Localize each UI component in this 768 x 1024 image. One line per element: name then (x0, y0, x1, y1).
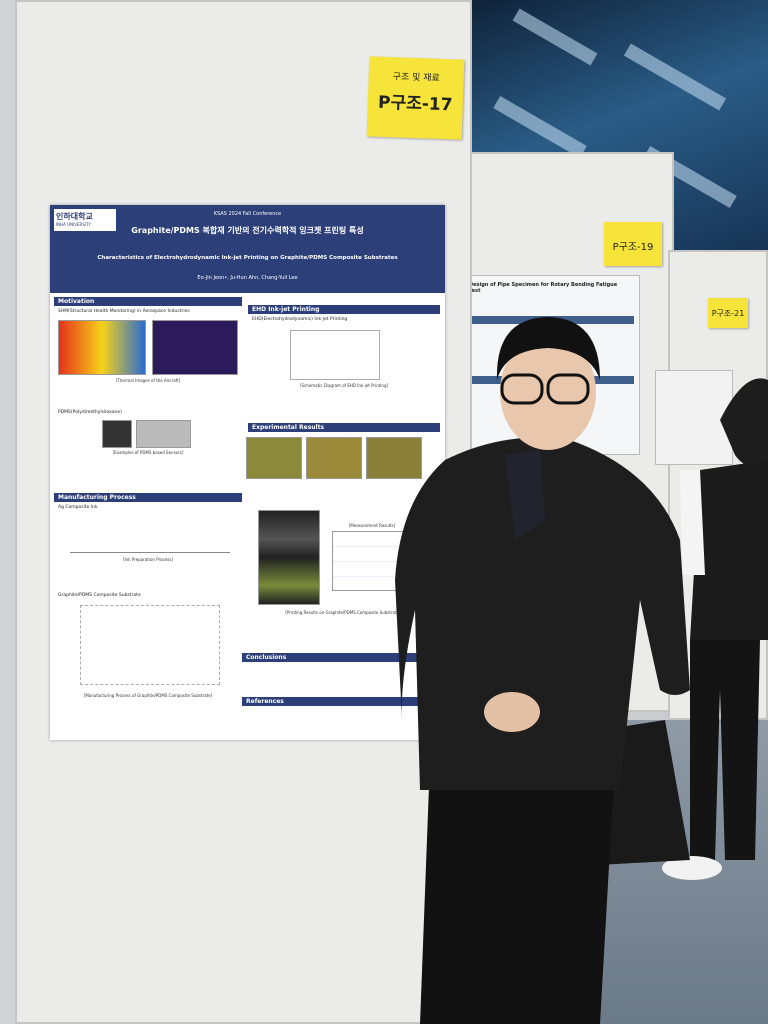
thermal-image (58, 320, 146, 375)
process-diagram (80, 605, 220, 685)
item-heading: Graphite/PDMS Composite Substrate (58, 593, 141, 598)
sign: P구조-21 (708, 298, 748, 328)
micrograph (306, 437, 362, 479)
person (395, 317, 690, 1024)
micrograph (258, 510, 320, 605)
person-right (662, 378, 768, 880)
shoe (662, 856, 722, 880)
caption: [Printing Results on Graphite/PDMS Compo… (285, 610, 403, 615)
neighbor-poster-title: Design of Pipe Specimen for Rotary Bendi… (469, 282, 618, 294)
caption: [Measurement Results] (348, 523, 396, 528)
glasses (546, 373, 590, 405)
jacket (395, 437, 690, 790)
poster-subtitle: Characteristics of Electrohydrodynamic I… (97, 255, 398, 261)
caption: [Ink Preparation Process] (123, 557, 173, 562)
thermal-image (152, 320, 238, 375)
sensor-image (102, 420, 132, 448)
poster-title: Graphite/PDMS 복합재 기반의 전기수력학적 잉크젯 프린팅 특성 (131, 226, 364, 235)
logo-subtext: INHA UNIVERSITY (56, 222, 91, 227)
caption: [Examples of PDMS based Sensors] (112, 450, 184, 455)
item-heading: EHD(Electrohydrodynamic) Ink-jet Printin… (252, 317, 348, 322)
section-heading: References (242, 697, 440, 706)
logo: 인하대학교 INHA UNIVERSITY (54, 209, 116, 231)
micrograph (366, 437, 422, 479)
sign-code: P구조-21 (711, 309, 745, 318)
pants (420, 760, 615, 1024)
vest (690, 460, 768, 640)
schematic (290, 330, 380, 380)
item-heading: PDMS(Polydimethylsiloxane) (58, 410, 122, 415)
conference: KSAS 2024 Fall Conference (213, 211, 282, 217)
glasses (500, 373, 544, 405)
section-heading: Conclusions (242, 653, 440, 662)
sensor-image (136, 420, 191, 448)
poster-header: 인하대학교 INHA UNIVERSITY KSAS 2024 Fall Con… (50, 205, 445, 293)
hands (484, 692, 540, 732)
hair (496, 317, 600, 380)
sign-code: P구조-19 (612, 242, 654, 253)
section-heading: EHD Ink-jet Printing (248, 305, 440, 314)
pants (690, 640, 760, 860)
caption: [Thermal Images of the Aircraft] (115, 378, 181, 383)
logo-text: 인하대학교 (56, 212, 93, 221)
item-heading: SHM(Structural Health Monitoring) in Aer… (58, 309, 190, 314)
section-heading: Manufacturing Process (54, 493, 242, 502)
process-diagram (70, 523, 230, 553)
caption: [Schematic Diagram of EHD Ink-jet Printi… (299, 383, 389, 388)
sleeve (680, 470, 705, 575)
item-heading: Ag Composite Ink (58, 505, 98, 510)
authors: Eo-Jin Jeon•, Ju-Hun Ahn, Chang-Yull Lee (197, 275, 298, 281)
hair (720, 378, 768, 470)
section-heading: Motivation (54, 297, 242, 306)
shirt (505, 450, 545, 540)
caption: [Manufacturing Process of Graphite/PDMS … (83, 693, 213, 698)
micrograph (246, 437, 302, 479)
sign: P구조-19 (604, 222, 662, 266)
section-heading: Experimental Results (248, 423, 440, 432)
